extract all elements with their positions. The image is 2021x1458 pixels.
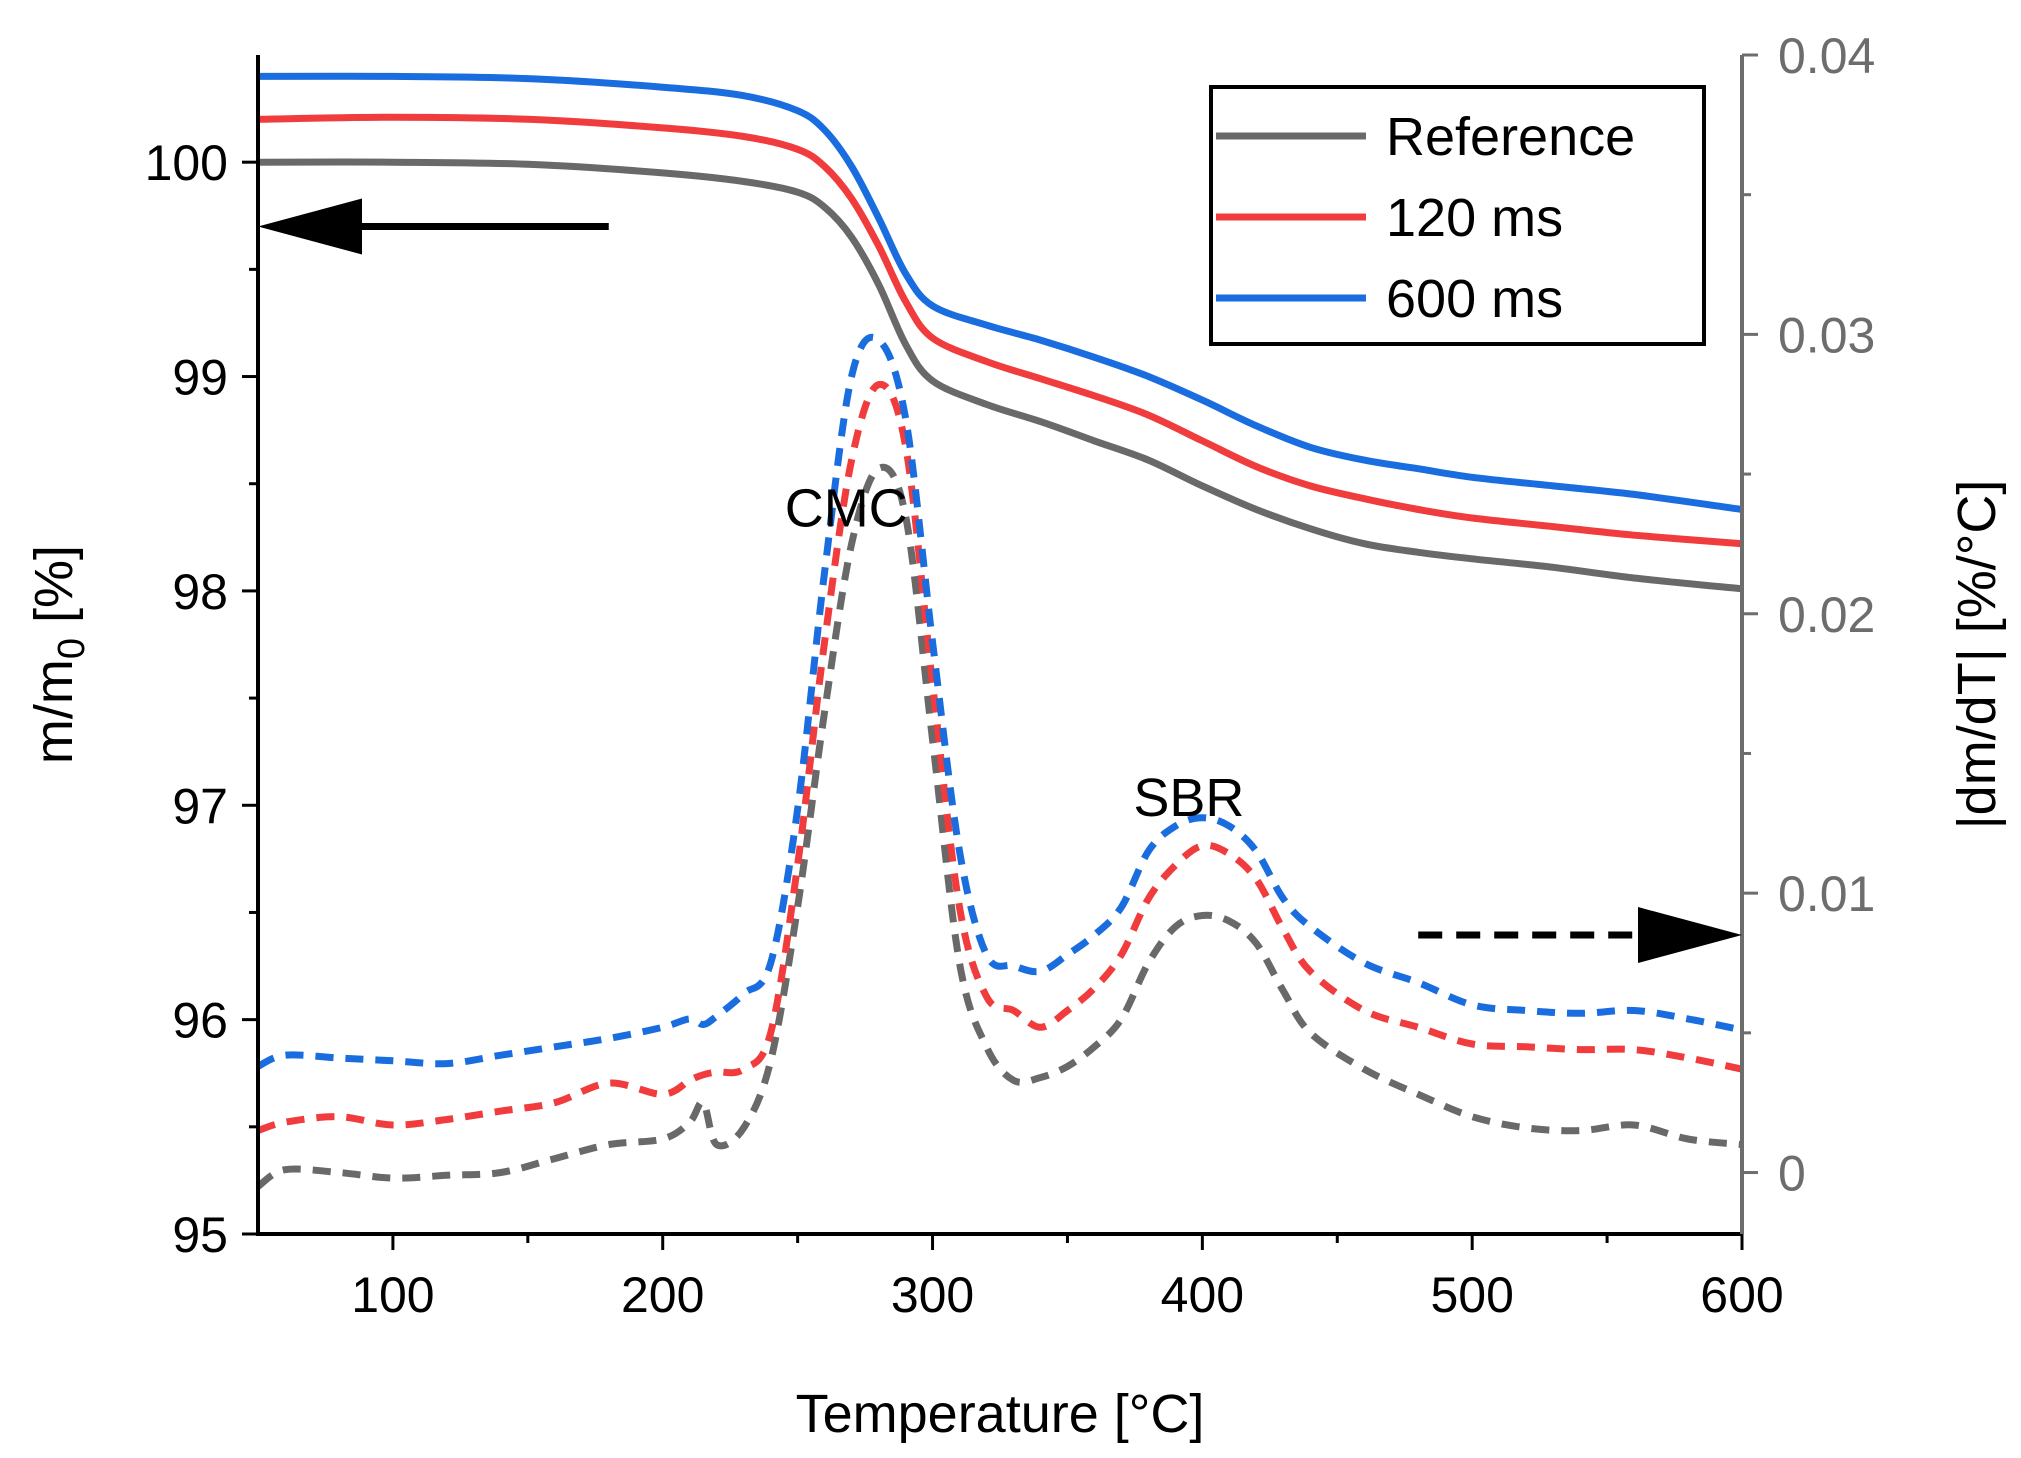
right-tick-label: 0.02 xyxy=(1778,587,1875,643)
x-axis-title: Temperature [°C] xyxy=(796,1384,1205,1444)
left-tick-label: 100 xyxy=(145,135,228,191)
derivative-line-120-ms xyxy=(256,381,1743,1134)
right-tick-label: 0.04 xyxy=(1778,28,1875,84)
legend-label-600-ms: 600 ms xyxy=(1386,269,1563,329)
right-tick-label: 0 xyxy=(1778,1146,1806,1202)
mass-line-600-ms xyxy=(257,72,1743,513)
right-tick-label: 0.01 xyxy=(1778,866,1875,922)
left-tick-label: 99 xyxy=(172,350,228,406)
legend-label-120-ms: 120 ms xyxy=(1386,188,1563,248)
arrow-head-right xyxy=(1638,907,1742,964)
y-left-title-subscript: 0 xyxy=(51,638,93,659)
mass-line-reference xyxy=(257,158,1743,593)
bottom-tick-label: 100 xyxy=(351,1267,434,1323)
y-left-title-main: m/m xyxy=(24,659,84,764)
mass-line-120-ms xyxy=(257,113,1743,548)
left-tick-label: 95 xyxy=(172,1207,228,1263)
left-tick-label: 98 xyxy=(172,564,228,620)
bottom-tick-label: 300 xyxy=(891,1267,974,1323)
left-tick-label: 96 xyxy=(172,993,228,1049)
legend-label-reference: Reference xyxy=(1386,107,1635,167)
bottom-tick-label: 500 xyxy=(1430,1267,1513,1323)
left-tick-label: 97 xyxy=(172,778,228,834)
annotation-sbr: SBR xyxy=(1133,768,1244,828)
derivative-line-600-ms xyxy=(256,333,1743,1070)
y-left-axis-title: m/m0 [%] xyxy=(24,545,93,764)
annotation-cmc: CMC xyxy=(785,479,908,539)
right-tick-label: 0.03 xyxy=(1778,307,1875,363)
bottom-tick-label: 200 xyxy=(621,1267,704,1323)
y-left-title-unit: [%] xyxy=(24,545,84,638)
annotation-layer: CMC SBR xyxy=(258,198,1742,964)
bottom-tick-label: 600 xyxy=(1700,1267,1783,1323)
series-layer xyxy=(255,72,1743,1190)
axes-layer: 95 96 97 98 99 100 100 200 300 400 500 600 0 0.01 0.02… xyxy=(24,28,2007,1444)
derivative-line-reference xyxy=(255,463,1743,1190)
bottom-tick-label: 400 xyxy=(1161,1267,1244,1323)
y-right-axis-title: |dm/dT| [%/°C] xyxy=(1947,480,2007,830)
legend: Reference 120 ms 600 ms xyxy=(1209,85,1706,346)
arrow-head-left xyxy=(258,198,362,255)
